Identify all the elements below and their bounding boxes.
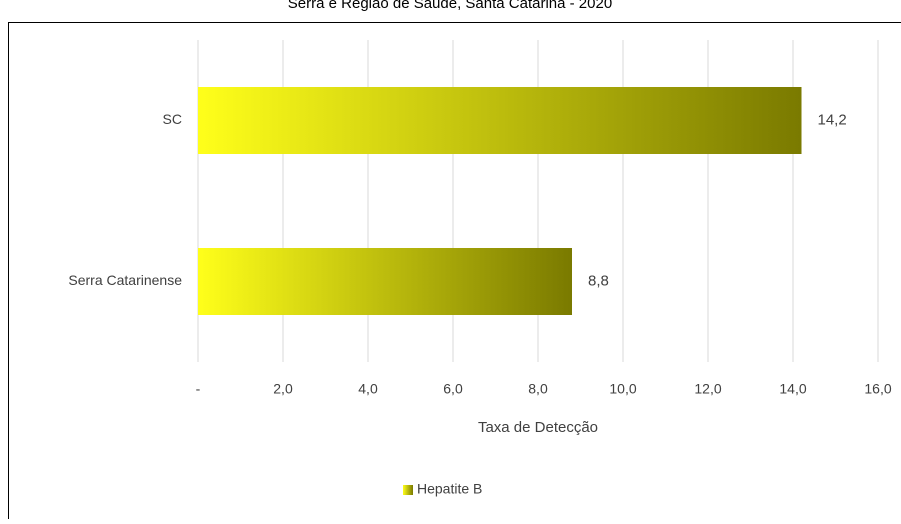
data-label: 8,8 bbox=[588, 272, 609, 289]
chart-title: Serra e Região de Saúde, Santa Catarina … bbox=[288, 0, 612, 12]
y-tick-label: SC bbox=[163, 111, 182, 127]
x-tick-label: 4,0 bbox=[358, 381, 378, 397]
x-tick-label: 8,0 bbox=[528, 381, 548, 397]
x-tick-label: 6,0 bbox=[443, 381, 463, 397]
x-axis-label: Taxa de Detecção bbox=[478, 419, 598, 436]
x-tick-label: 14,0 bbox=[779, 381, 806, 397]
y-tick-label: Serra Catarinense bbox=[68, 272, 182, 288]
x-tick-label: 10,0 bbox=[609, 381, 636, 397]
data-label: 14,2 bbox=[818, 111, 847, 128]
x-tick-label: 12,0 bbox=[694, 381, 721, 397]
legend-swatch bbox=[403, 485, 413, 495]
legend-label: Hepatite B bbox=[417, 481, 482, 497]
bar bbox=[198, 248, 572, 315]
x-tick-label: - bbox=[196, 381, 201, 397]
x-tick-label: 16,0 bbox=[864, 381, 891, 397]
x-tick-label: 2,0 bbox=[273, 381, 293, 397]
bar bbox=[198, 87, 802, 154]
